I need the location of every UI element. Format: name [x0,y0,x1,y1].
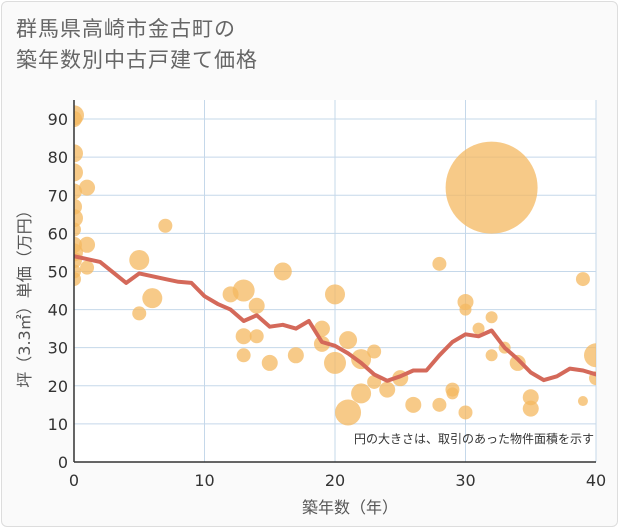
bubble-point [248,297,265,314]
bubble-point [74,144,83,163]
x-tick-label: 30 [455,471,475,490]
bubble-point [575,272,590,287]
y-tick-label: 30 [48,339,68,358]
chart-title: 群馬県高崎市金古町の 築年数別中古戸建て価格 [16,14,258,76]
bubble-point [79,179,96,196]
bubble-point [132,306,147,321]
y-tick-label: 50 [48,262,68,281]
bubble-point [235,328,252,345]
bubble-point [142,288,163,309]
bubble-point [261,354,278,371]
bubble-point [249,329,264,344]
bubble-point [339,331,358,350]
bubble-point [79,236,96,253]
y-tick-label: 20 [48,377,68,396]
bubble-point [351,349,372,370]
bubble-point [351,383,372,404]
bubble-point [405,396,422,413]
bubble-point [577,396,588,407]
bubble-point [74,163,83,182]
bubble-point [485,311,498,324]
bubble-point [472,322,485,335]
bubble-point [522,400,539,417]
trend-series [74,254,596,383]
y-tick-label: 10 [48,415,68,434]
bubble-point [446,387,459,400]
bubble-point [367,344,382,359]
x-tick-label: 40 [586,471,606,490]
y-tick-labels: 0 10 20 30 40 50 60 70 80 90 [48,110,68,472]
x-tick-label: 0 [69,471,79,490]
y-tick-label: 60 [48,224,68,243]
bubble-point [74,209,83,228]
bubble-point [335,399,362,426]
bubble-point [522,389,539,406]
bubble-point [236,348,251,363]
y-tick-label: 0 [58,453,68,472]
y-tick-label: 80 [48,148,68,167]
x-tick-label: 20 [325,471,345,490]
bubble-point [584,343,596,368]
size-note: 円の大きさは、取引のあった物件面積を示す [354,431,594,446]
bubble-point [485,349,498,362]
bubble-point [445,141,538,234]
x-axis-title: 築年数（年） [302,498,398,517]
bubble-point [273,262,292,281]
bubble-point [458,405,473,420]
bubble-point [287,347,304,364]
bubble-point [459,303,472,316]
title-line-2: 築年数別中古戸建て価格 [16,48,258,72]
bubble-point [74,111,82,128]
bubble-series [74,105,596,426]
x-tick-labels: 0 10 20 30 40 [69,471,606,490]
bubble-point [432,256,447,271]
bubble-point [432,397,447,412]
y-tick-label: 70 [48,186,68,205]
bubble-point [509,354,526,371]
bubble-point [74,222,81,237]
trend-line [74,254,596,383]
bubble-point [74,272,81,287]
bubble-point [158,218,173,233]
x-tick-label: 10 [194,471,214,490]
y-tick-label: 40 [48,301,68,320]
bubble-point [324,351,346,374]
bubble-point [367,374,382,389]
bubble-point [325,284,345,305]
bubble-point [379,381,396,398]
y-tick-label: 90 [48,110,68,129]
axes [73,100,596,463]
bubble-point [80,260,95,275]
y-axis-title: 坪（3.3㎡）単価（万円） [15,202,34,387]
bubble-point [129,250,150,271]
title-line-1: 群馬県高崎市金古町の [16,17,236,41]
bubble-point [232,279,255,302]
